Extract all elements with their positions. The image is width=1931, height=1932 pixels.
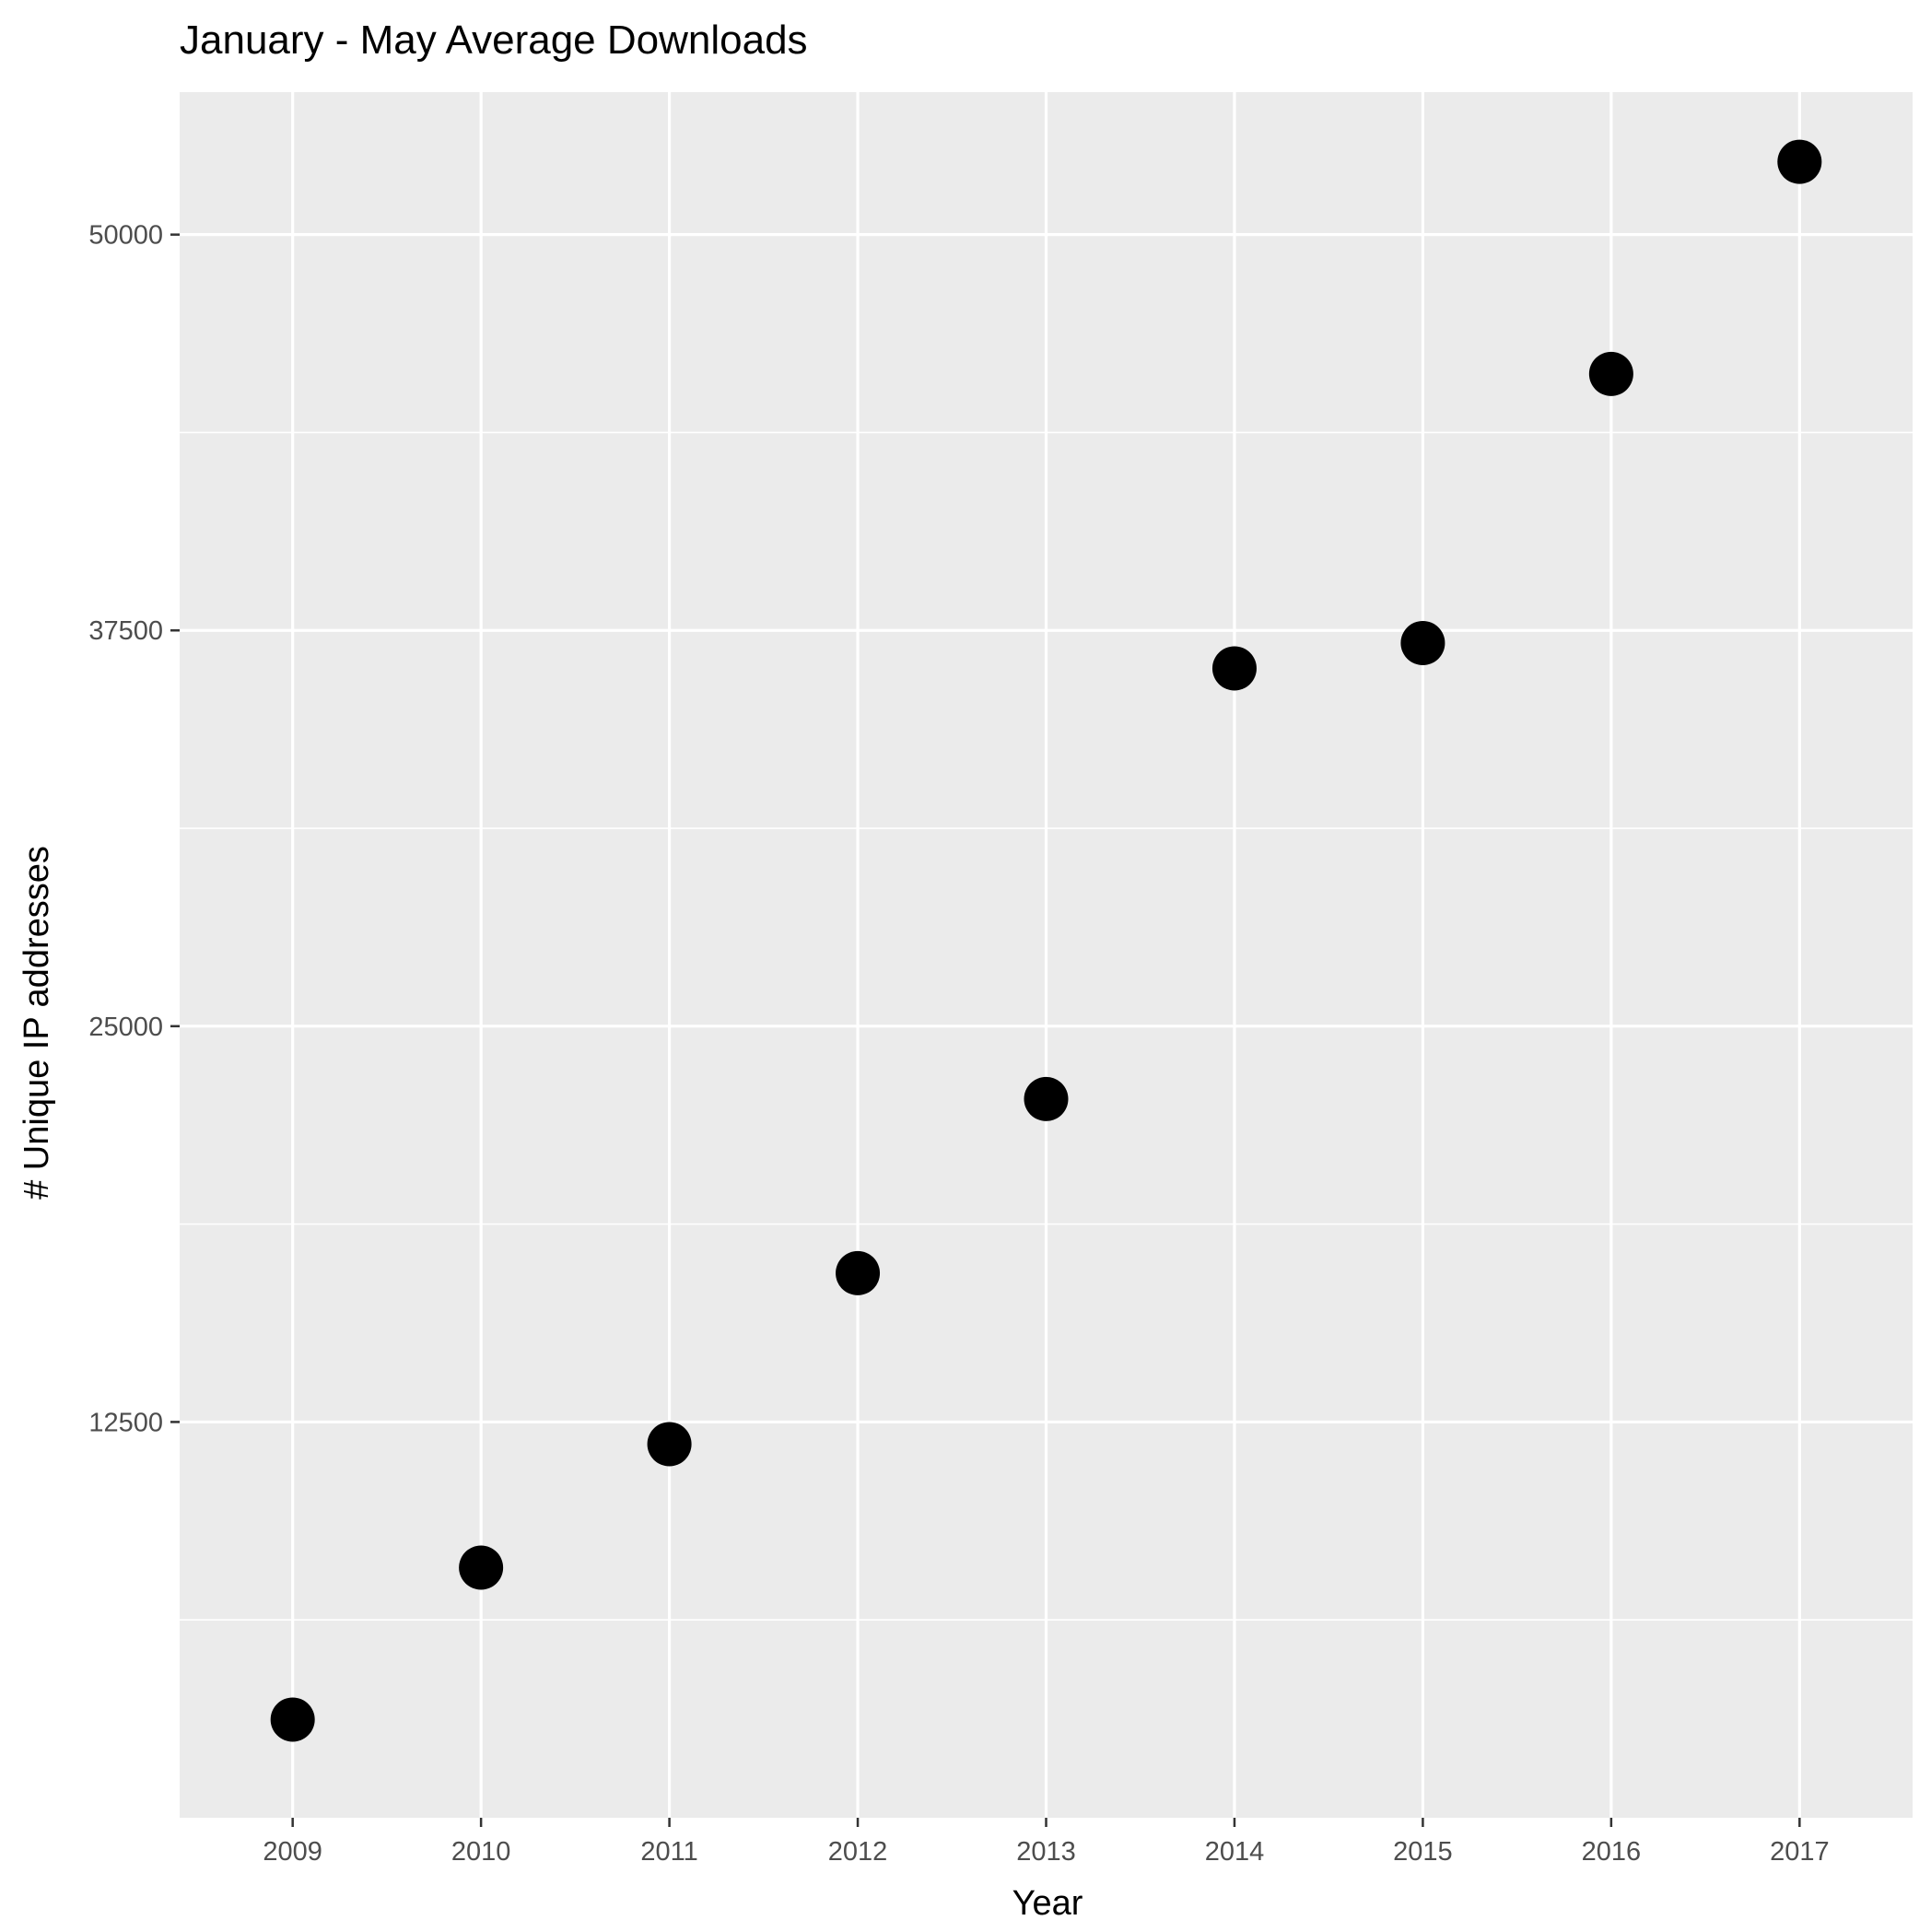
data-point <box>459 1545 504 1590</box>
y-axis: 12500 25000 37500 50000 <box>88 221 180 1437</box>
data-point <box>270 1697 315 1742</box>
x-tick-label: 2015 <box>1393 1837 1453 1867</box>
data-point <box>1024 1076 1069 1121</box>
data-points <box>270 139 1822 1742</box>
major-gridlines <box>180 92 1913 1818</box>
chart-title: January - May Average Downloads <box>180 18 808 63</box>
x-tick-label: 2010 <box>451 1837 511 1867</box>
y-axis-title: # Unique IP addresses <box>18 846 56 1200</box>
data-point <box>647 1422 692 1467</box>
x-tick-label: 2013 <box>1016 1837 1076 1867</box>
y-tick-label: 25000 <box>88 1013 163 1042</box>
x-tick-label: 2014 <box>1205 1837 1265 1867</box>
y-tick-label: 50000 <box>88 221 163 251</box>
x-tick-label: 2011 <box>640 1837 697 1867</box>
data-point <box>836 1250 881 1295</box>
x-tick-label: 2012 <box>828 1837 888 1867</box>
x-tick-label: 2016 <box>1582 1837 1642 1867</box>
data-point <box>1777 139 1822 184</box>
x-tick-label: 2017 <box>1770 1837 1830 1867</box>
x-axis-title: Year <box>1012 1884 1083 1923</box>
data-point <box>1211 646 1257 691</box>
data-point <box>1588 351 1633 396</box>
y-tick-label: 37500 <box>88 616 163 646</box>
y-tick-label: 12500 <box>88 1408 163 1437</box>
x-axis: 2009 2010 2011 2012 2013 2014 2015 2016 2017 <box>263 1818 1830 1867</box>
x-tick-label: 2009 <box>263 1837 322 1867</box>
data-point <box>1400 620 1445 665</box>
